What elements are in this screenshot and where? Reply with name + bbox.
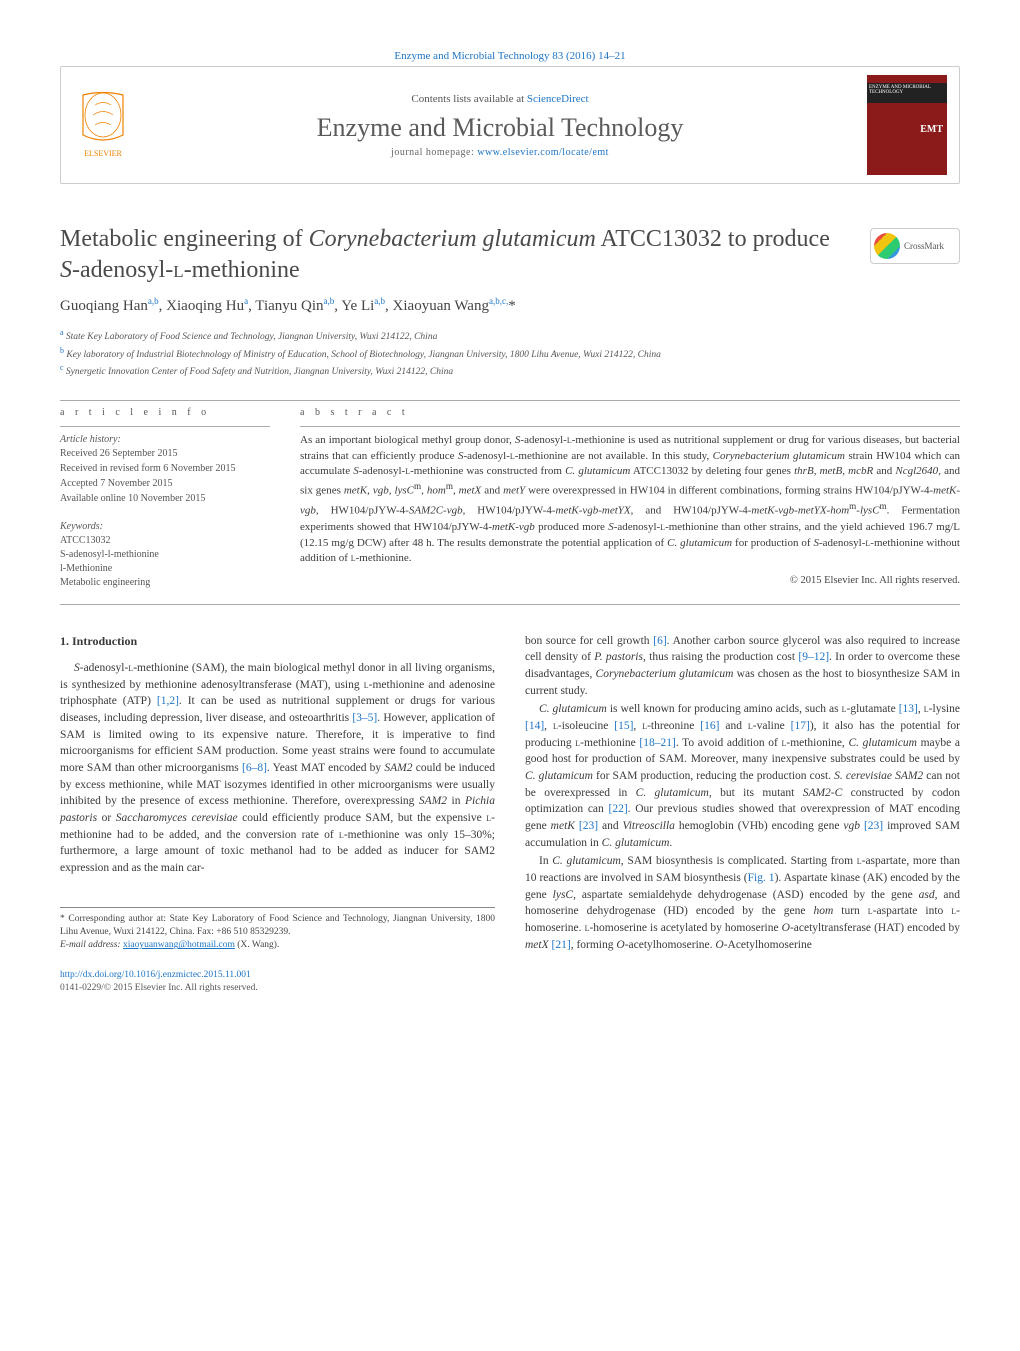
body-paragraph: C. glutamicum is well known for producin… [525, 701, 960, 851]
abstract-label: a b s t r a c t [300, 407, 960, 418]
body-paragraph: bon source for cell growth [6]. Another … [525, 633, 960, 700]
cover-abbrev: EMT [920, 124, 943, 135]
divider [60, 400, 960, 401]
keyword: l-Methionine [60, 562, 270, 576]
affiliation-c: Synergetic Innovation Center of Food Saf… [66, 367, 453, 377]
body-paragraph: S-adenosyl-l-methionine (SAM), the main … [60, 660, 495, 877]
keyword: S-adenosyl-l-methionine [60, 548, 270, 562]
affiliation-a: State Key Laboratory of Food Science and… [66, 333, 437, 343]
email-footnote: E-mail address: xiaoyuanwang@hotmail.com… [60, 939, 495, 952]
contents-line: Contents lists available at ScienceDirec… [143, 93, 857, 105]
divider [60, 426, 270, 427]
cover-brand-text: ENZYME AND MICROBIAL TECHNOLOGY [867, 83, 947, 103]
crossmark-badge[interactable]: CrossMark [870, 228, 960, 264]
sciencedirect-link[interactable]: ScienceDirect [527, 93, 589, 105]
corresponding-footnote: * Corresponding author at: State Key Lab… [60, 913, 495, 940]
article-history-heading: Article history: [60, 433, 270, 447]
doi-line: http://dx.doi.org/10.1016/j.enzmictec.20… [60, 969, 495, 983]
crossmark-label: CrossMark [904, 241, 944, 251]
history-accepted: Accepted 7 November 2015 [60, 477, 270, 491]
journal-header-box: ELSEVIER Contents lists available at Sci… [60, 66, 960, 184]
abstract-text: As an important biological methyl group … [300, 433, 960, 568]
article-info-label: a r t i c l e i n f o [60, 407, 270, 418]
svg-text:ELSEVIER: ELSEVIER [84, 149, 122, 158]
keyword: ATCC13032 [60, 534, 270, 548]
journal-citation-link[interactable]: Enzyme and Microbial Technology 83 (2016… [60, 50, 960, 62]
journal-cover-thumb: ENZYME AND MICROBIAL TECHNOLOGY EMT [867, 75, 947, 175]
crossmark-icon [874, 233, 900, 259]
copyright-line: © 2015 Elsevier Inc. All rights reserved… [300, 575, 960, 586]
history-received: Received 26 September 2015 [60, 447, 270, 461]
issn-copyright-line: 0141-0229/© 2015 Elsevier Inc. All right… [60, 982, 495, 996]
history-online: Available online 10 November 2015 [60, 492, 270, 506]
journal-homepage-link[interactable]: www.elsevier.com/locate/emt [477, 147, 609, 158]
divider [300, 426, 960, 427]
body-paragraph: In C. glutamicum, SAM biosynthesis is co… [525, 853, 960, 953]
journal-title: Enzyme and Microbial Technology [143, 113, 857, 143]
doi-link[interactable]: http://dx.doi.org/10.1016/j.enzmictec.20… [60, 970, 251, 980]
history-revised: Received in revised form 6 November 2015 [60, 462, 270, 476]
article-title: Metabolic engineering of Corynebacterium… [60, 224, 960, 286]
keywords-block: Keywords: ATCC13032 S-adenosyl-l-methion… [60, 520, 270, 590]
keyword: Metabolic engineering [60, 576, 270, 590]
corresponding-email-link[interactable]: xiaoyuanwang@hotmail.com [123, 940, 235, 950]
article-history-block: Article history: Received 26 September 2… [60, 433, 270, 506]
divider [60, 604, 960, 605]
affiliation-b: Key laboratory of Industrial Biotechnolo… [66, 350, 661, 360]
keywords-heading: Keywords: [60, 520, 270, 534]
elsevier-logo: ELSEVIER [73, 90, 133, 160]
publisher-logo-area: ELSEVIER [73, 90, 143, 160]
intro-heading: 1. Introduction [60, 633, 495, 650]
authors-line: Guoqiang Hana,b, Xiaoqing Hua, Tianyu Qi… [60, 296, 960, 315]
journal-homepage-line: journal homepage: www.elsevier.com/locat… [143, 147, 857, 158]
affiliations: a State Key Laboratory of Food Science a… [60, 327, 960, 379]
